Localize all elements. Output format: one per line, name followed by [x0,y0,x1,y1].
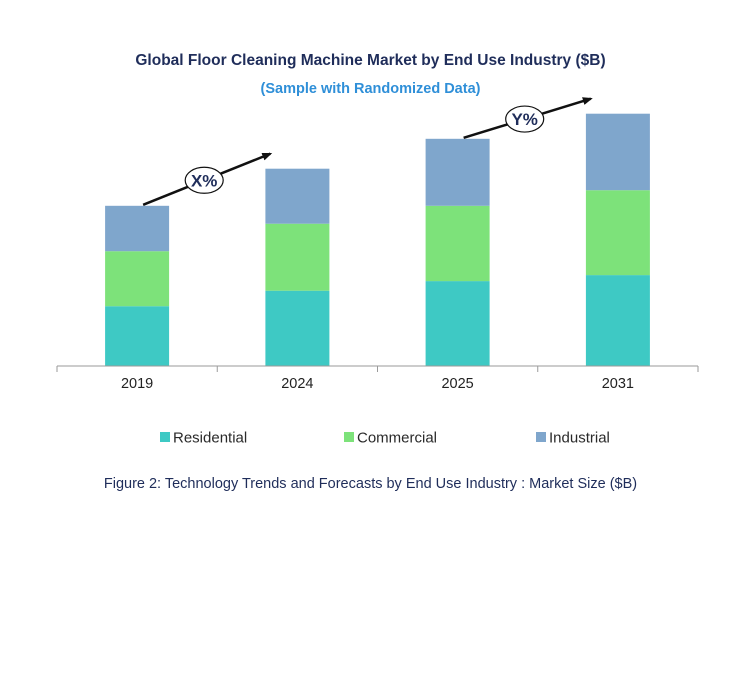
bar-segment-industrial-2024 [265,168,330,224]
bar-segment-residential-2024 [265,290,330,366]
chart-subtitle: (Sample with Randomized Data) [260,81,481,97]
x-tick-label: 2025 [441,376,473,392]
bar-segment-commercial-2031 [585,190,650,276]
chart-title: Global Floor Cleaning Machine Market by … [135,52,606,69]
bar-segment-industrial-2031 [585,113,650,191]
legend-label-residential: Residential [173,430,247,447]
growth-label: Y% [511,110,537,129]
bar-segment-industrial-2025 [425,138,490,206]
growth-label: X% [191,171,217,190]
x-tick-label: 2024 [281,376,313,392]
x-tick-label: 2019 [121,376,153,392]
growth-annotations: X% Y% [142,97,593,206]
legend-label-industrial: Industrial [549,430,610,447]
bars-layer [105,113,650,366]
bar-segment-residential-2031 [585,275,650,366]
x-tick-label: 2031 [602,376,634,392]
figure-caption: Figure 2: Technology Trends and Forecast… [103,476,638,492]
growth-bubble [184,166,224,194]
legend-swatch-industrial [536,432,546,442]
bar-segment-commercial-2025 [425,205,490,282]
legend-label-commercial: Commercial [357,430,437,447]
bar-segment-commercial-2024 [265,223,330,291]
growth-bubble [505,105,545,133]
legend-swatch-commercial [344,432,354,442]
bar-segment-residential-2025 [425,281,490,366]
x-axis-ticks: 2019 2024 2025 2031 [56,366,699,392]
bar-segment-industrial-2019 [105,205,170,252]
bar-segment-commercial-2019 [105,251,170,307]
bar-segment-residential-2019 [105,306,170,366]
legend: Residential Commercial Industrial [160,430,610,447]
legend-swatch-residential [160,432,170,442]
